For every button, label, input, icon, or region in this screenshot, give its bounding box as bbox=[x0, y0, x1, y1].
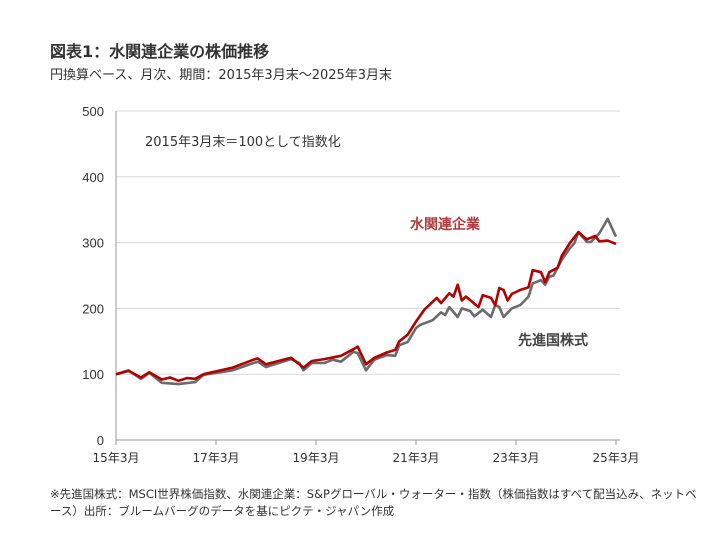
y-tick-label: 200 bbox=[82, 301, 104, 316]
y-tick-label: 0 bbox=[97, 433, 104, 448]
index-annotation: 2015年3月末＝100として指数化 bbox=[145, 135, 341, 150]
series-label-water-companies: 水関連企業 bbox=[410, 216, 481, 233]
y-tick-label: 100 bbox=[82, 367, 104, 382]
x-tick-label: 19年3月 bbox=[293, 451, 340, 465]
chart-subtitle: 円換算ベース、月次、期間：2015年3月末～2025年3月末 bbox=[50, 68, 393, 83]
x-tick-label: 23年3月 bbox=[493, 451, 540, 465]
series-line-developed-stocks bbox=[115, 217, 618, 386]
series-label-developed-stocks: 先進国株式 bbox=[518, 332, 588, 349]
x-tick-label: 17年3月 bbox=[193, 451, 240, 465]
y-tick-label: 400 bbox=[82, 170, 104, 185]
x-tick-label: 21年3月 bbox=[393, 451, 440, 465]
chart-title: 図表1：水関連企業の株価推移 bbox=[50, 42, 270, 61]
series-line-water-companies bbox=[115, 230, 617, 383]
y-tick-label: 300 bbox=[82, 236, 104, 251]
x-tick-label: 15年3月 bbox=[93, 451, 140, 465]
footnote: ※先進国株式：MSCI世界株価指数、水関連企業：S&Pグローバル・ウォーター・指… bbox=[50, 487, 697, 518]
y-tick-label: 500 bbox=[82, 104, 104, 119]
x-tick-label: 25年3月 bbox=[593, 451, 640, 465]
